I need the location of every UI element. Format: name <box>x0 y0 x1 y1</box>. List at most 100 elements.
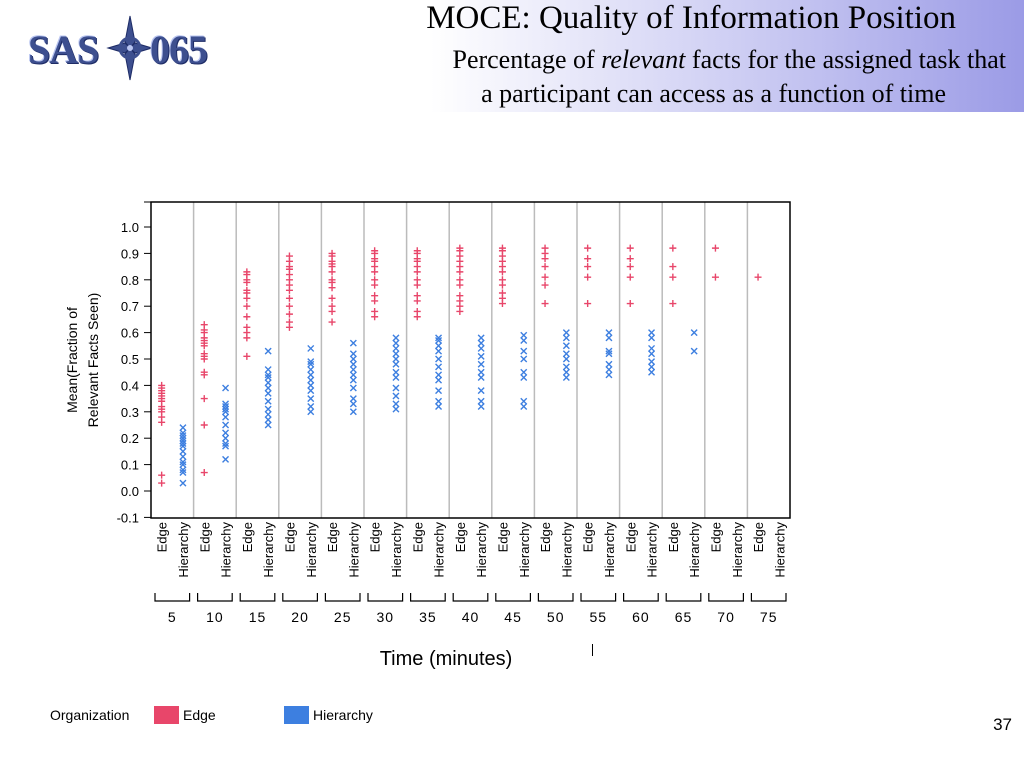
y-tick-label: 0.4 <box>121 378 139 393</box>
group-label: 5 <box>168 609 177 625</box>
subgroup-label: Hierarchy <box>261 522 276 578</box>
hierarchy-data-point <box>179 434 187 442</box>
hierarchy-data-point <box>222 403 230 411</box>
slide-title: MOCE: Quality of Information Position <box>426 0 956 36</box>
hierarchy-data-point <box>264 379 272 387</box>
edge-data-point <box>158 471 166 479</box>
hierarchy-data-point <box>222 413 230 421</box>
hierarchy-data-point <box>307 358 315 366</box>
hierarchy-data-point <box>435 403 443 411</box>
group-bracket <box>750 593 787 602</box>
edge-data-point <box>541 263 549 271</box>
edge-data-point <box>200 368 208 376</box>
edge-data-point <box>413 247 421 255</box>
hierarchy-data-point <box>222 408 230 416</box>
group-label: 75 <box>760 609 778 625</box>
edge-data-point <box>498 244 506 252</box>
edge-data-point <box>200 421 208 429</box>
edge-data-point <box>200 321 208 329</box>
subgroup-label: Hierarchy <box>474 522 489 578</box>
y-tick-label: 0.0 <box>121 484 139 499</box>
hierarchy-data-point <box>392 334 400 342</box>
edge-data-point <box>456 244 464 252</box>
subgroup-label: Edge <box>538 522 553 552</box>
hierarchy-data-point <box>349 376 357 384</box>
hierarchy-data-point <box>179 439 187 447</box>
edge-data-point <box>243 313 251 321</box>
hierarchy-data-point <box>605 371 613 379</box>
hierarchy-data-point <box>179 424 187 432</box>
edge-data-point <box>371 247 379 255</box>
edge-data-point <box>498 289 506 297</box>
y-tick-label: 0.8 <box>121 273 139 288</box>
subgroup-label: Edge <box>751 522 766 552</box>
subgroup-label: Edge <box>197 522 212 552</box>
edge-data-point <box>285 318 293 326</box>
hierarchy-data-point <box>179 479 187 487</box>
compass-emblem-icon <box>106 15 154 81</box>
hierarchy-data-point <box>307 387 315 395</box>
group-bracket <box>580 593 617 602</box>
hierarchy-data-point <box>477 360 485 368</box>
hierarchy-data-point <box>349 400 357 408</box>
group-label: 70 <box>717 609 735 625</box>
hierarchy-data-point <box>349 355 357 363</box>
hierarchy-data-point <box>562 329 570 337</box>
hierarchy-data-point <box>222 421 230 429</box>
edge-data-point <box>413 307 421 315</box>
edge-data-point <box>626 255 634 263</box>
edge-data-point <box>371 276 379 284</box>
legend-label-edge: Edge <box>183 707 216 723</box>
edge-data-point <box>158 479 166 487</box>
hierarchy-data-point <box>520 373 528 381</box>
edge-data-point <box>541 273 549 281</box>
edge-data-point <box>243 302 251 310</box>
group-label: 45 <box>504 609 522 625</box>
group-bracket <box>665 593 702 602</box>
hierarchy-data-point <box>349 384 357 392</box>
hierarchy-data-point <box>264 397 272 405</box>
hierarchy-data-point <box>349 339 357 347</box>
group-label: 35 <box>419 609 437 625</box>
hierarchy-data-point <box>605 350 613 358</box>
hierarchy-data-point <box>605 334 613 342</box>
hierarchy-data-point <box>648 363 656 371</box>
hierarchy-data-point <box>179 442 187 450</box>
hierarchy-data-point <box>392 344 400 352</box>
hierarchy-data-point <box>477 403 485 411</box>
hierarchy-data-point <box>179 458 187 466</box>
hierarchy-data-point <box>477 334 485 342</box>
logo-text-left: SAS <box>28 27 99 72</box>
y-tick-label: 0.1 <box>121 458 139 473</box>
hierarchy-data-point <box>477 352 485 360</box>
subgroup-label: Edge <box>453 522 468 552</box>
edge-data-point <box>626 263 634 271</box>
group-bracket <box>154 593 191 602</box>
edge-data-point <box>328 249 336 257</box>
group-label: 55 <box>590 609 608 625</box>
hierarchy-data-point <box>222 405 230 413</box>
hierarchy-data-point <box>435 355 443 363</box>
hierarchy-data-point <box>690 347 698 355</box>
subgroup-label: Hierarchy <box>687 522 702 578</box>
hierarchy-data-point <box>520 397 528 405</box>
group-label: 65 <box>675 609 693 625</box>
y-tick-label: 0.5 <box>121 352 139 367</box>
hierarchy-data-point <box>307 381 315 389</box>
hierarchy-data-point <box>222 384 230 392</box>
edge-data-point <box>584 244 592 252</box>
edge-data-point <box>626 300 634 308</box>
hierarchy-data-point <box>392 373 400 381</box>
hierarchy-data-point <box>264 389 272 397</box>
group-bracket <box>282 593 318 602</box>
subgroup-label: Edge <box>368 522 383 552</box>
hierarchy-data-point <box>349 360 357 368</box>
group-label: 15 <box>249 609 267 625</box>
hierarchy-data-point <box>307 376 315 384</box>
edge-data-point <box>328 294 336 302</box>
y-tick-label: 0.6 <box>121 326 139 341</box>
subgroup-label: Edge <box>581 522 596 552</box>
subgroup-label: Hierarchy <box>730 522 745 578</box>
hierarchy-data-point <box>179 453 187 461</box>
edge-data-point <box>243 352 251 360</box>
